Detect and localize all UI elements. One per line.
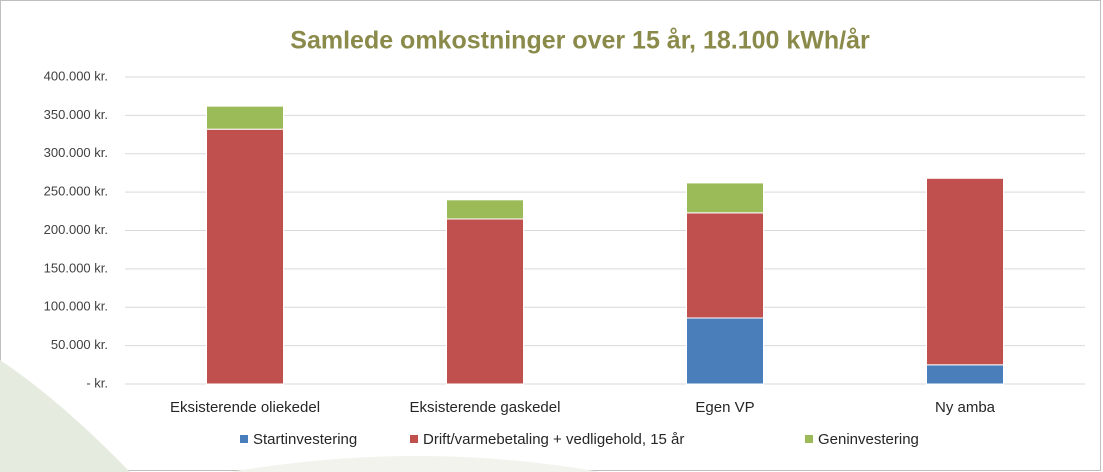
bar-segment [206,105,284,130]
x-tick-label: Eksisterende oliekedel [170,399,320,416]
legend-label: Drift/varmebetaling + vedligehold, 15 år [423,431,684,448]
bar-segment [926,364,1004,385]
legend-swatch [240,435,248,443]
legend-label: Geninvestering [818,431,919,448]
bar-segment [686,317,764,385]
legend-swatch [805,435,813,443]
bar-segment [446,199,524,220]
legend-label: Startinvestering [253,431,357,448]
y-tick-label: 50.000 kr. [51,337,108,352]
y-tick-label: - kr. [86,375,108,390]
decoration [0,360,130,472]
y-tick-label: 350.000 kr. [44,107,108,122]
bar-segment [686,212,764,319]
y-tick-label: 250.000 kr. [44,184,108,199]
bar-segment [446,218,524,385]
legend-swatch [410,435,418,443]
x-tick-label: Eksisterende gaskedel [410,399,561,416]
x-tick-label: Ny amba [935,399,996,416]
decoration [230,456,600,472]
bar-segment [686,182,764,214]
y-tick-label: 100.000 kr. [44,299,108,314]
chart-title: Samlede omkostninger over 15 år, 18.100 … [290,27,870,55]
y-tick-label: 150.000 kr. [44,260,108,275]
y-tick-label: 400.000 kr. [44,68,108,83]
y-tick-label: 200.000 kr. [44,222,108,237]
x-tick-label: Egen VP [695,399,754,416]
bar-segment [926,177,1004,366]
y-tick-label: 300.000 kr. [44,145,108,160]
bar-segment [206,128,284,385]
